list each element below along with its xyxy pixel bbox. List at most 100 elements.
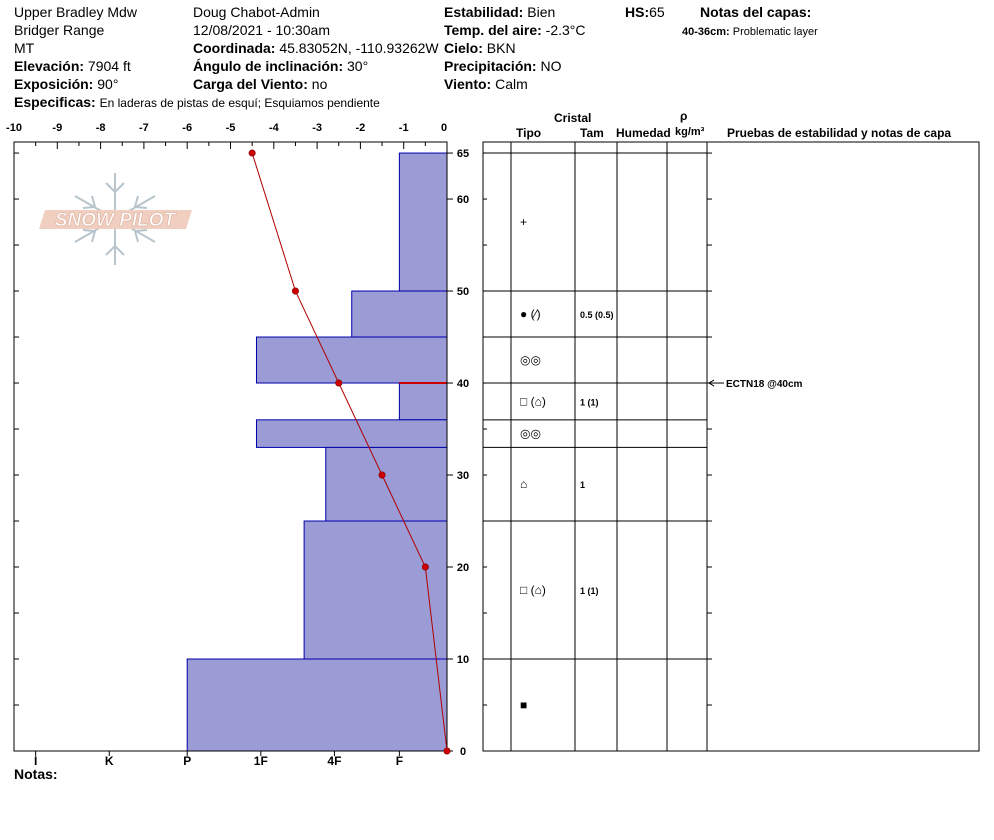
hardness-label-3: 1F: [254, 754, 268, 768]
hardness-bar-2: [255, 336, 448, 384]
temperature-point-1: [291, 287, 299, 295]
specifics-value: En laderas de pistas de esquí; Esquiamos…: [99, 96, 380, 110]
x-tick-label-9: -1: [399, 122, 409, 134]
layer-note-text: Problematic layer: [732, 26, 818, 38]
density-unit-header: kg/m³: [675, 126, 705, 138]
air-temp-value: -2.3°C: [545, 22, 586, 38]
y-tick-label-0: 0: [460, 746, 466, 758]
layer-size-6: 1 (1): [580, 586, 599, 596]
notes-label: Notas:: [14, 766, 58, 782]
hardness-bar-3: [398, 382, 448, 421]
specifics: Especificas: En laderas de pistas de esq…: [14, 94, 380, 111]
type-header: Tipo: [516, 126, 542, 140]
x-tick-label-8: -2: [356, 122, 366, 134]
hs-label: HS:: [625, 4, 650, 20]
tests-header: Pruebas de estabilidad y notas de capa: [727, 126, 952, 140]
slope-value: 30°: [347, 58, 369, 74]
precipitation: Precipitación: NO: [444, 58, 561, 74]
aspect: Exposición: 90°: [14, 76, 118, 92]
x-tick-label-10: 0: [441, 122, 447, 134]
temperature-line: [251, 152, 448, 752]
specifics-label: Especificas:: [14, 94, 96, 110]
crystal-header: Cristal: [554, 111, 592, 125]
x-tick-label-6: -4: [269, 122, 280, 134]
coord-value: 45.83052N, -110.93262W: [279, 40, 439, 56]
slope-angle: Ángulo de inclinación: 30°: [193, 58, 368, 74]
y-tick-label-6: 60: [457, 194, 469, 206]
hardness-label-2: P: [183, 754, 191, 768]
layer-note: 40-36cm: Problematic layer: [682, 24, 818, 40]
layer-size-1: 0.5 (0.5): [580, 310, 614, 320]
logo-banner: [39, 210, 192, 229]
x-tick-label-1: -9: [52, 122, 62, 134]
hardness-label-0: I: [34, 754, 37, 768]
stability-test-label: ECTN18 @40cm: [726, 379, 803, 390]
sky-label: Cielo:: [444, 40, 483, 56]
y-tick-label-7: 65: [457, 148, 469, 160]
rho-header: ρ: [680, 109, 688, 123]
stability-test-arrowhead: [708, 379, 715, 387]
hs-value: 65: [649, 4, 665, 20]
temperature-point-2: [335, 379, 343, 387]
stability-value: Bien: [527, 4, 556, 20]
layer-crystal-4: ◎◎: [520, 427, 541, 441]
elevation-label: Elevación:: [14, 58, 85, 74]
layer-crystal-6: □ (⌂): [520, 583, 546, 597]
stability: Estabilidad: Bien: [444, 4, 555, 20]
y-tick-label-4: 40: [457, 378, 469, 390]
x-tick-label-2: -8: [96, 122, 106, 134]
wind-value: Calm: [495, 76, 528, 92]
hardness-bar-4: [255, 419, 448, 448]
wind-load-value: no: [311, 76, 328, 92]
temperature-point-3: [378, 471, 386, 479]
layer-note-range: 40-36cm:: [682, 26, 730, 38]
precip-label: Precipitación:: [444, 58, 537, 74]
precip-value: NO: [540, 58, 562, 74]
layer-crystal-5: ⌂: [520, 477, 527, 491]
temperature-point-4: [421, 563, 429, 571]
air-temp: Temp. del aire: -2.3°C: [444, 22, 586, 38]
x-tick-label-4: -6: [182, 122, 192, 134]
state: MT: [14, 40, 35, 56]
hardness-label-5: F: [396, 754, 403, 768]
layer-size-3: 1 (1): [580, 397, 599, 407]
wind: Viento: Calm: [444, 76, 528, 92]
layer-crystal-0: +: [520, 215, 527, 229]
stability-label: Estabilidad:: [444, 4, 524, 20]
hardness-bar-7: [186, 658, 448, 752]
elevation-value: 7904 ft: [87, 58, 131, 74]
layer-crystal-2: ◎◎: [520, 353, 541, 367]
snowpilot-logo: SNOW PILOT: [39, 173, 192, 265]
wind-load: Carga del Viento: no: [193, 76, 327, 92]
location: Upper Bradley Mdw: [14, 4, 137, 20]
datetime: 12/08/2021 - 10:30am: [193, 22, 330, 38]
layer-crystal-1: ● (⁄): [520, 307, 541, 321]
wind-load-label: Carga del Viento:: [193, 76, 308, 92]
hardness-bar-1: [351, 290, 448, 338]
x-tick-label-5: -5: [226, 122, 236, 134]
y-tick-label-2: 20: [457, 562, 469, 574]
sky-value: BKN: [486, 40, 516, 56]
observer: Doug Chabot-Admin: [193, 4, 320, 20]
layer-crystal-3: □ (⌂): [520, 394, 546, 408]
x-tick-label-3: -7: [139, 122, 149, 134]
wind-label: Viento:: [444, 76, 492, 92]
snow-height: HS:65: [625, 4, 665, 20]
slope-label: Ángulo de inclinación:: [193, 58, 344, 74]
temperature-point-0: [248, 149, 256, 157]
coord-label: Coordinada:: [193, 40, 276, 56]
size-header: Tam: [580, 126, 604, 140]
moisture-header: Humedad: [616, 126, 671, 140]
hardness-label-4: 4F: [327, 754, 341, 768]
aspect-value: 90°: [97, 76, 119, 92]
air-temp-label: Temp. del aire:: [444, 22, 542, 38]
temperature-point-5: [443, 747, 451, 755]
layer-size-5: 1: [580, 480, 585, 490]
hardness-bar-0: [398, 152, 448, 292]
y-tick-label-5: 50: [457, 286, 469, 298]
y-tick-label-3: 30: [457, 470, 469, 482]
range: Bridger Range: [14, 22, 105, 38]
x-tick-label-0: -10: [6, 122, 22, 134]
aspect-label: Exposición:: [14, 76, 94, 92]
